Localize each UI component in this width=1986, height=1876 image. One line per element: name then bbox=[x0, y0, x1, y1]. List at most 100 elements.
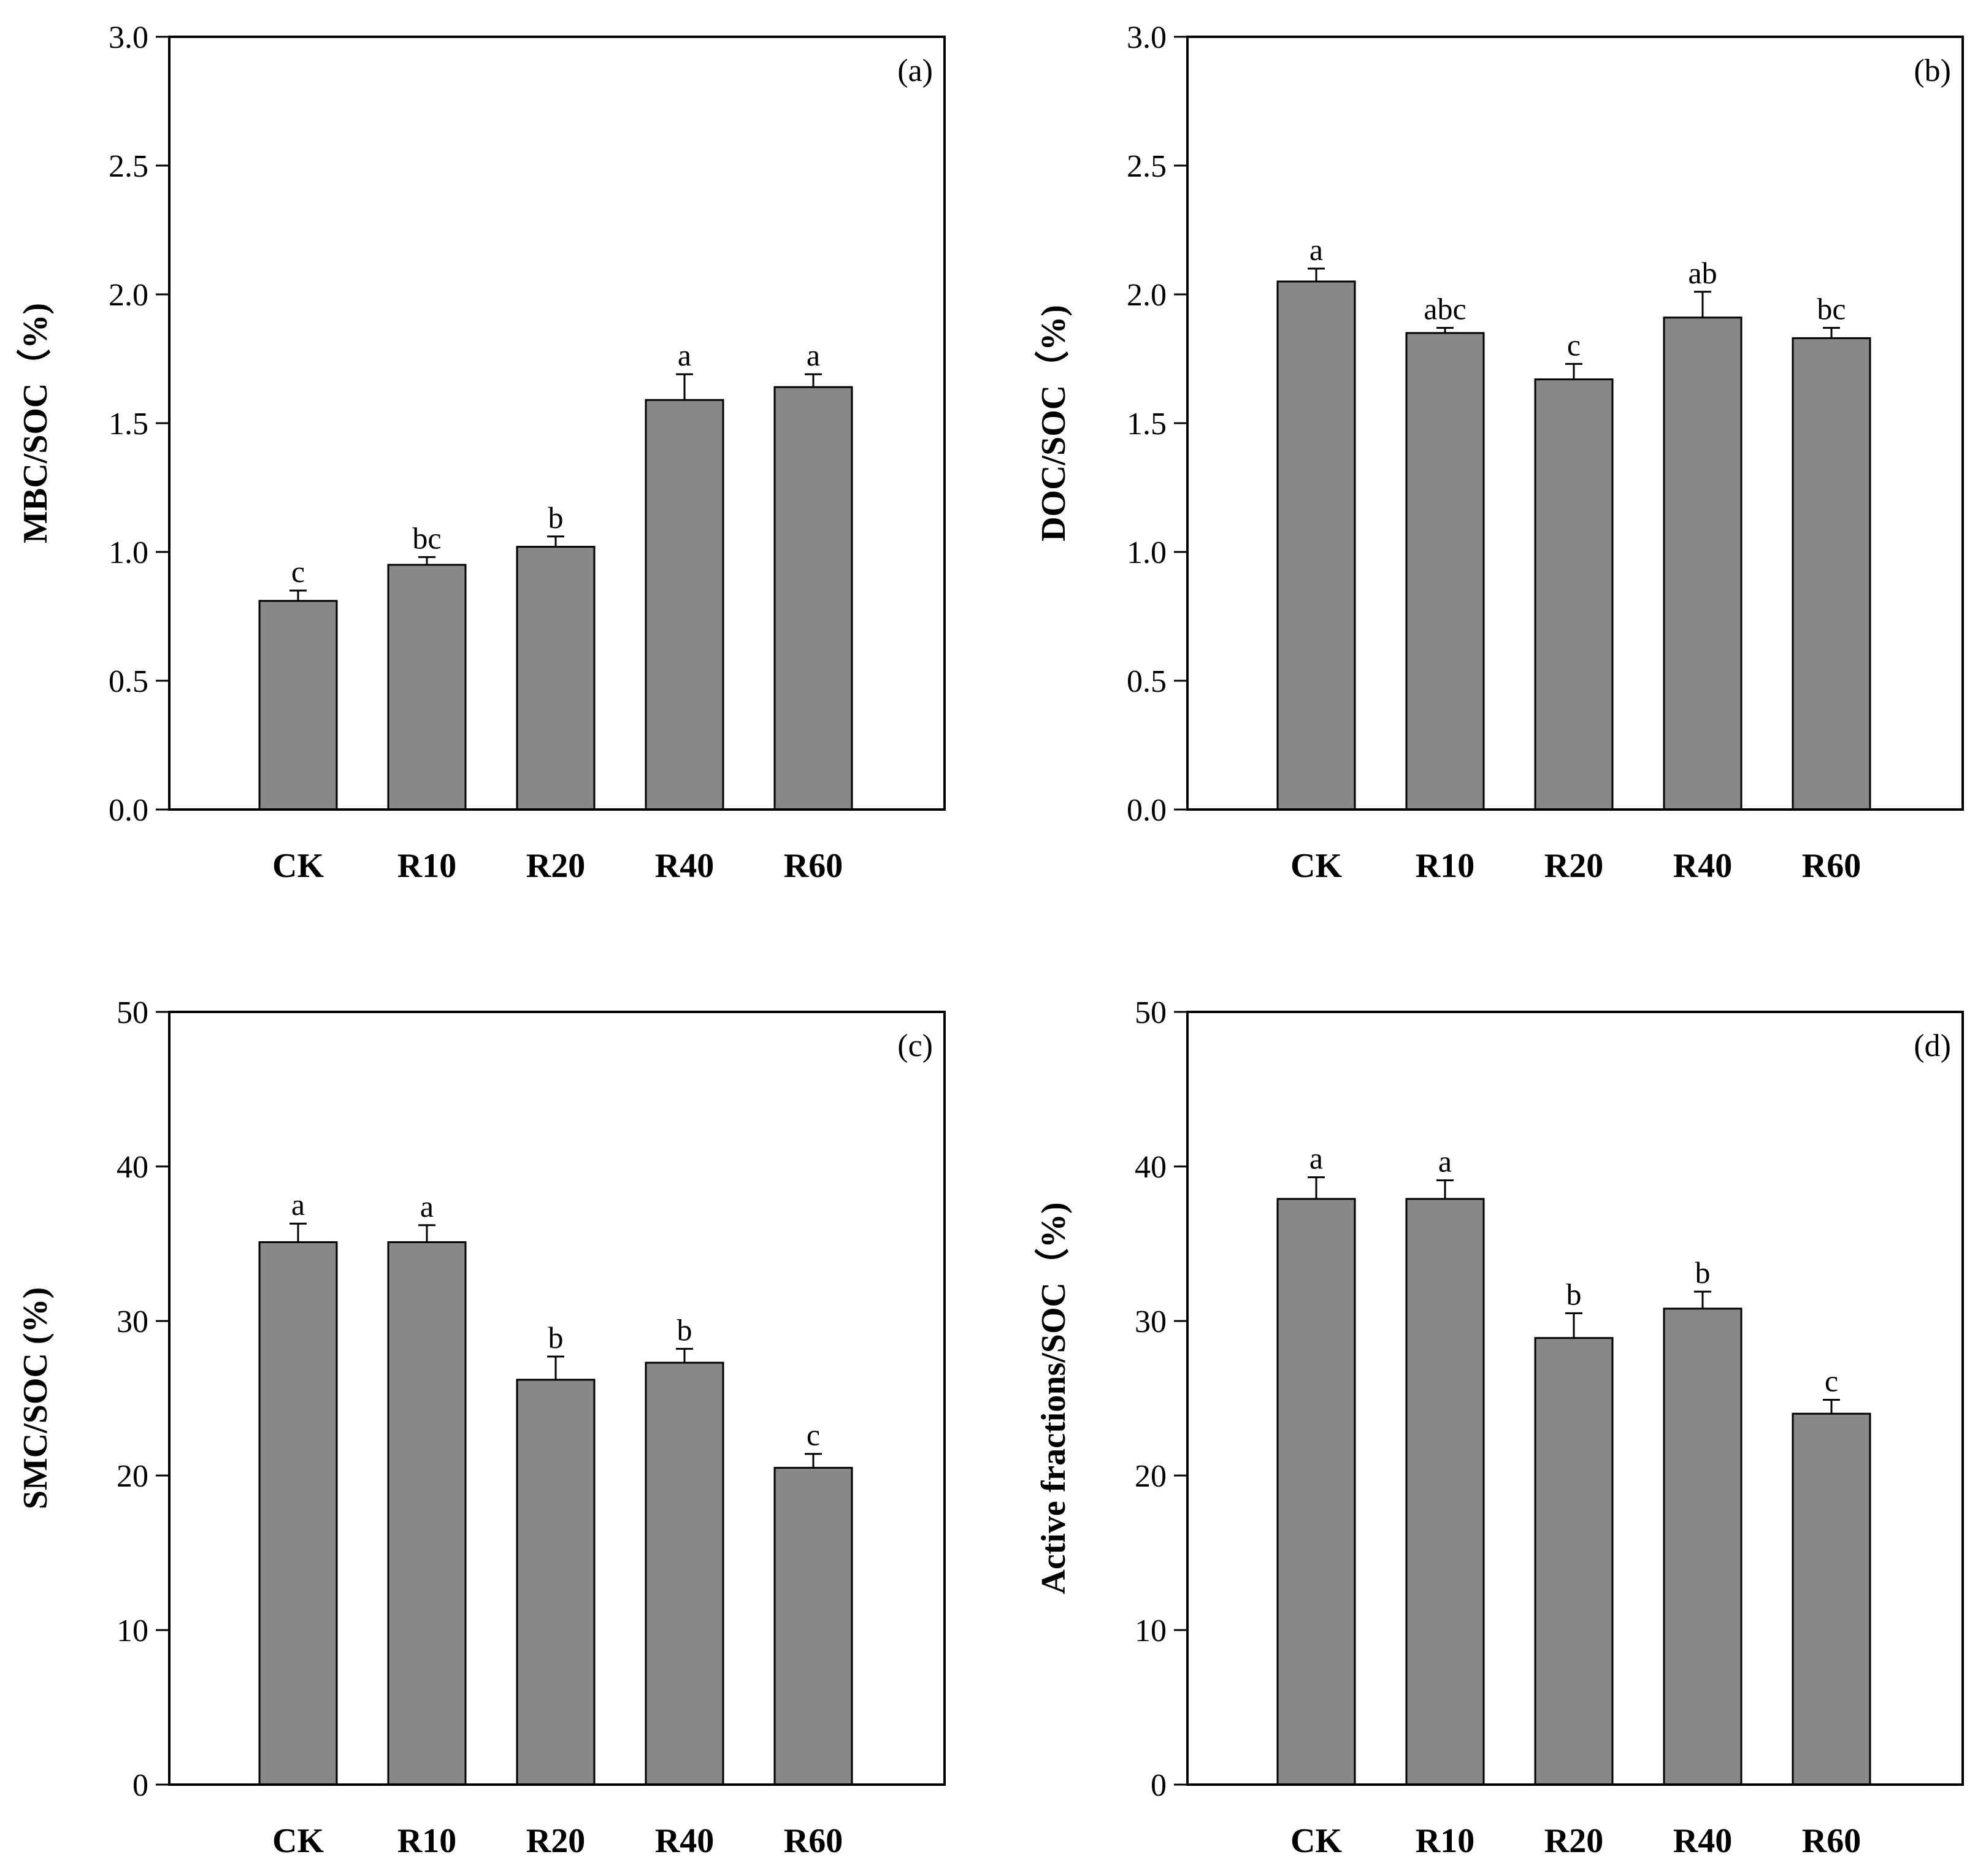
panel-d: Active fractions/SOC（%) (d) a CK a R10 b R20 b… bbox=[1034, 995, 1964, 1860]
panel-a-bar-r40 bbox=[645, 399, 724, 811]
panel-b-ytick-label: 2.0 bbox=[1127, 278, 1167, 313]
panel-c-sig-ck: a bbox=[291, 1187, 305, 1222]
panel-a-ytick-label: 0.0 bbox=[109, 793, 148, 828]
panel-b-xtick-label-r60: R60 bbox=[1802, 847, 1861, 885]
panel-b-ytick-label: 1.0 bbox=[1127, 535, 1167, 570]
panel-b: DOC/SOC（%) (b) a CK abc R10 c R20 ab R40 bc R60 0.… bbox=[1034, 20, 1964, 885]
panel-d-ytick-label: 50 bbox=[1135, 995, 1167, 1030]
panel-a-bar-r60 bbox=[773, 386, 853, 811]
panel-a-bar-r20 bbox=[516, 546, 596, 811]
panel-c-xtick-label-ck: CK bbox=[272, 1822, 324, 1860]
panel-d-bar-r10 bbox=[1405, 1198, 1485, 1786]
panel-b-sig-r10: abc bbox=[1424, 292, 1466, 326]
panel-a-xtick-label-r40: R40 bbox=[655, 847, 714, 885]
panel-c-bar-r10 bbox=[387, 1241, 467, 1786]
panel-c-sig-r60: c bbox=[807, 1418, 820, 1452]
panel-a-bar-ck bbox=[258, 600, 338, 811]
panel-a-ytick-label: 3.0 bbox=[109, 20, 148, 55]
panel-b-ytick-label: 2.5 bbox=[1127, 149, 1167, 184]
panel-c-sig-r40: b bbox=[677, 1312, 692, 1347]
panel-a-sig-r60: a bbox=[807, 338, 820, 372]
panel-c-xtick-label-r60: R60 bbox=[784, 1822, 843, 1860]
panel-c-ytick-label: 40 bbox=[117, 1150, 148, 1185]
panel-d-sig-ck: a bbox=[1309, 1141, 1323, 1176]
panel-a-ytick-label: 2.0 bbox=[109, 278, 148, 313]
panel-c-ytick-label: 30 bbox=[117, 1304, 148, 1339]
panel-b-bar-r40 bbox=[1663, 316, 1743, 811]
panel-c: SMC/SOC (%) (c) a CK a R10 b R20 b R40 c R60 0 10 20… bbox=[17, 995, 946, 1860]
panel-a-sig-r40: a bbox=[678, 338, 691, 372]
panel-b-ytick-label: 3.0 bbox=[1127, 20, 1167, 55]
panel-a-ytick-label: 2.5 bbox=[109, 149, 148, 184]
panel-c-label: (c) bbox=[897, 1028, 933, 1063]
panel-a-sig-r10: bc bbox=[412, 521, 441, 555]
panel-a-ytick-label: 0.5 bbox=[109, 664, 148, 699]
panel-c-ytick-label: 10 bbox=[117, 1614, 148, 1648]
panel-c-bar-r40 bbox=[645, 1361, 724, 1786]
panel-b-ytick-label: 1.5 bbox=[1127, 407, 1167, 442]
panel-a-ytick-label: 1.0 bbox=[109, 535, 148, 570]
panel-c-ylabel: SMC/SOC (%) bbox=[17, 1287, 55, 1509]
panel-b-xtick-label-ck: CK bbox=[1290, 847, 1342, 885]
panel-d-sig-r40: b bbox=[1695, 1255, 1711, 1290]
panel-c-sig-r10: a bbox=[420, 1189, 434, 1223]
panel-a: MBC/SOC（%) (a) c CK bc R10 b R20 a R40 a R60 0.0 0.… bbox=[16, 20, 946, 885]
panel-a-sig-ck: c bbox=[291, 554, 305, 589]
panel-b-xtick-label-r10: R10 bbox=[1416, 847, 1474, 885]
panel-d-ytick-label: 10 bbox=[1135, 1614, 1167, 1648]
panel-b-xtick-label-r20: R20 bbox=[1544, 847, 1603, 885]
panel-c-bar-r60 bbox=[773, 1466, 853, 1786]
panel-a-label: (a) bbox=[897, 53, 933, 88]
panel-d-ytick-label: 0 bbox=[1151, 1768, 1167, 1803]
panel-d-sig-r10: a bbox=[1438, 1144, 1452, 1179]
panel-d-bar-ck bbox=[1276, 1198, 1356, 1786]
panel-d-plot-frame bbox=[1186, 1011, 1964, 1786]
panel-d-xtick-label-ck: CK bbox=[1290, 1822, 1342, 1860]
panel-b-bar-r20 bbox=[1534, 378, 1614, 811]
panel-a-ylabel: MBC/SOC（%) bbox=[16, 303, 55, 543]
panel-a-sig-r20: b bbox=[548, 500, 564, 535]
panel-d-xtick-label-r60: R60 bbox=[1802, 1822, 1861, 1860]
panel-d-ytick-label: 30 bbox=[1135, 1304, 1167, 1339]
panel-b-sig-r40: ab bbox=[1688, 256, 1717, 290]
panel-c-plot-frame bbox=[168, 1011, 946, 1786]
panel-c-bar-r20 bbox=[516, 1379, 596, 1786]
panel-c-ytick-label: 50 bbox=[117, 995, 148, 1030]
panel-d-sig-r60: c bbox=[1825, 1364, 1838, 1398]
panel-d-xtick-label-r10: R10 bbox=[1416, 1822, 1474, 1860]
panel-b-label: (b) bbox=[1914, 53, 1951, 88]
panel-d-sig-r20: b bbox=[1566, 1277, 1582, 1311]
panel-a-xtick-label-r60: R60 bbox=[784, 847, 843, 885]
panel-d-ytick-label: 40 bbox=[1135, 1150, 1167, 1185]
panel-b-sig-r20: c bbox=[1567, 327, 1581, 362]
panel-c-bar-ck bbox=[258, 1241, 338, 1786]
panel-a-xtick-label-ck: CK bbox=[272, 847, 324, 885]
panel-a-xtick-label-r20: R20 bbox=[526, 847, 585, 885]
panel-b-bar-r60 bbox=[1792, 337, 1871, 811]
panel-b-bar-r10 bbox=[1405, 332, 1485, 811]
panel-c-xtick-label-r10: R10 bbox=[397, 1822, 456, 1860]
panel-d-xtick-label-r40: R40 bbox=[1673, 1822, 1732, 1860]
panel-b-sig-ck: a bbox=[1309, 232, 1323, 267]
panel-d-ytick-label: 20 bbox=[1135, 1459, 1167, 1494]
panel-b-ylabel: DOC/SOC（%) bbox=[1034, 305, 1073, 542]
panel-c-sig-r20: b bbox=[548, 1320, 564, 1355]
panel-b-sig-r60: bc bbox=[1817, 292, 1846, 326]
panel-d-xtick-label-r20: R20 bbox=[1544, 1822, 1603, 1860]
panel-b-ytick-label: 0.5 bbox=[1127, 664, 1167, 699]
panel-b-bar-ck bbox=[1276, 280, 1356, 811]
panel-b-ytick-label: 0.0 bbox=[1127, 793, 1167, 828]
panel-d-bar-r20 bbox=[1534, 1337, 1614, 1786]
panel-c-ytick-label: 20 bbox=[117, 1459, 148, 1494]
panel-d-label: (d) bbox=[1914, 1028, 1951, 1063]
panel-c-ytick-label: 0 bbox=[132, 1768, 148, 1803]
panel-c-xtick-label-r20: R20 bbox=[526, 1822, 585, 1860]
panel-c-xtick-label-r40: R40 bbox=[655, 1822, 714, 1860]
panel-b-xtick-label-r40: R40 bbox=[1673, 847, 1732, 885]
panel-d-bar-r60 bbox=[1792, 1412, 1871, 1786]
panel-a-xtick-label-r10: R10 bbox=[397, 847, 456, 885]
panel-a-bar-r10 bbox=[387, 564, 467, 811]
panel-d-bar-r40 bbox=[1663, 1307, 1743, 1786]
panel-d-ylabel: Active fractions/SOC（%) bbox=[1034, 1202, 1073, 1594]
